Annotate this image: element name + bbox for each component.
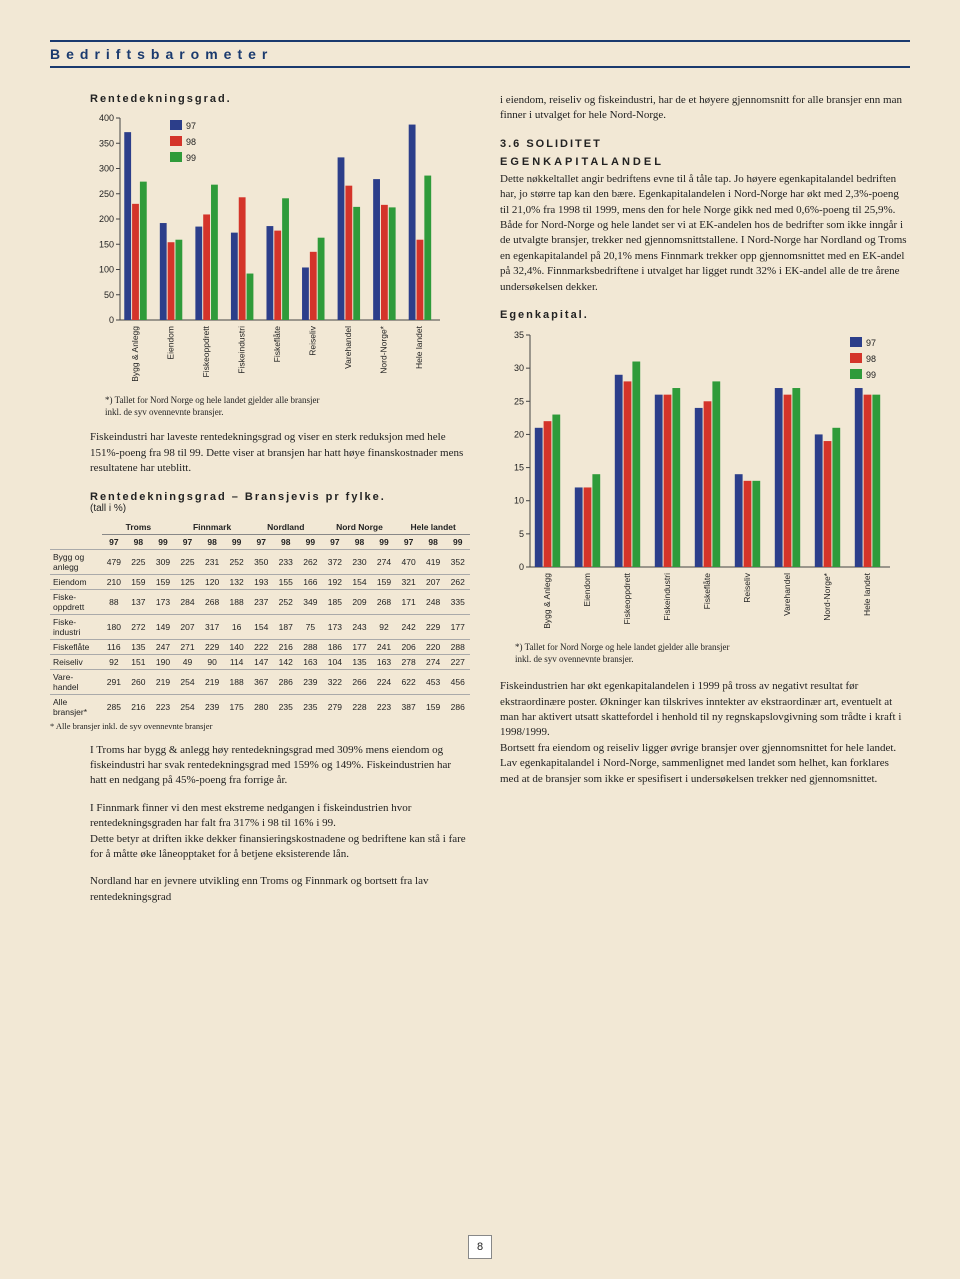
svg-text:99: 99 xyxy=(186,153,196,163)
section-3-6-title: 3.6 SOLIDITET xyxy=(500,138,910,150)
svg-text:Fiskeindustri: Fiskeindustri xyxy=(236,326,246,374)
para-finnmark: I Finnmark finner vi den mest ekstreme n… xyxy=(90,801,470,863)
svg-text:99: 99 xyxy=(866,370,876,380)
egenkapital-subtitle: EGENKAPITALANDEL xyxy=(500,156,910,168)
svg-text:35: 35 xyxy=(514,330,524,340)
svg-text:350: 350 xyxy=(99,138,114,148)
svg-text:Reiseliv: Reiseliv xyxy=(742,572,752,603)
para-right-intro: i eiendom, reiseliv og fiskeindustri, ha… xyxy=(500,93,910,124)
svg-text:300: 300 xyxy=(99,164,114,174)
svg-text:30: 30 xyxy=(514,363,524,373)
svg-text:Fiskeflåte: Fiskeflåte xyxy=(272,326,282,363)
svg-text:Nord-Norge*: Nord-Norge* xyxy=(379,325,389,373)
svg-text:250: 250 xyxy=(99,189,114,199)
egenkapital-body: Dette nøkkeltallet angir bedriftens evne… xyxy=(500,172,910,295)
chart2-note1: *) Tallet for Nord Norge og hele landet … xyxy=(515,642,729,652)
svg-text:98: 98 xyxy=(186,137,196,147)
page-number: 8 xyxy=(468,1235,492,1259)
table-title: Rentedekningsgrad – Bransjevis pr fylke. xyxy=(90,491,470,503)
page-header: Bedriftsbarometer xyxy=(50,40,910,68)
svg-text:5: 5 xyxy=(519,529,524,539)
chart1-note: *) Tallet for Nord Norge og hele landet … xyxy=(105,395,470,418)
svg-text:400: 400 xyxy=(99,113,114,123)
svg-text:50: 50 xyxy=(104,290,114,300)
svg-text:20: 20 xyxy=(514,429,524,439)
para-fiskeindustrien-ek: Fiskeindustrien har økt egenkapitalandel… xyxy=(500,679,910,787)
chart1-note1: *) Tallet for Nord Norge og hele landet … xyxy=(105,395,319,405)
svg-text:Fiskeindustri: Fiskeindustri xyxy=(662,573,672,621)
chart1-title: Rentedekningsgrad. xyxy=(90,93,470,105)
svg-text:98: 98 xyxy=(866,354,876,364)
chart1: 0 50 100 150 200 250 300 350 400 Bygg & Anlegg Eie… xyxy=(90,110,470,390)
svg-text:25: 25 xyxy=(514,396,524,406)
para-fiskeindustri: Fiskeindustri har laveste rentedekningsg… xyxy=(90,430,470,476)
svg-text:97: 97 xyxy=(866,338,876,348)
chart2: 0 5 10 15 20 25 30 35 Bygg & Anlegg Eiendom Fiskeo… xyxy=(500,327,910,637)
rentedeknings-table: TromsFinnmarkNordlandNord NorgeHele land… xyxy=(50,520,470,719)
table-subtitle: (tall i %) xyxy=(90,503,470,514)
para-nordland: Nordland har en jevnere utvikling enn Tr… xyxy=(90,874,470,905)
table-footnote: * Alle bransjer inkl. de syv ovennevnte … xyxy=(50,721,470,731)
svg-text:Varehandel: Varehandel xyxy=(782,573,792,616)
svg-text:15: 15 xyxy=(514,462,524,472)
right-column: i eiendom, reiseliv og fiskeindustri, ha… xyxy=(500,93,910,917)
svg-text:100: 100 xyxy=(99,265,114,275)
svg-text:Bygg & Anlegg: Bygg & Anlegg xyxy=(542,573,552,629)
svg-text:Hele landet: Hele landet xyxy=(862,572,872,616)
svg-text:Fiskeoppdrett: Fiskeoppdrett xyxy=(201,325,211,377)
svg-text:97: 97 xyxy=(186,121,196,131)
svg-text:Reiseliv: Reiseliv xyxy=(308,325,318,356)
svg-text:200: 200 xyxy=(99,214,114,224)
svg-text:0: 0 xyxy=(109,315,114,325)
svg-text:10: 10 xyxy=(514,496,524,506)
svg-text:Fiskeflåte: Fiskeflåte xyxy=(702,573,712,610)
svg-text:Nord-Norge*: Nord-Norge* xyxy=(822,572,832,620)
svg-text:Hele landet: Hele landet xyxy=(414,325,424,369)
svg-text:Bygg & Anlegg: Bygg & Anlegg xyxy=(130,326,140,382)
left-column: Rentedekningsgrad. 0 50 100 150 200 250 300 350… xyxy=(50,93,470,917)
svg-text:Varehandel: Varehandel xyxy=(343,326,353,369)
chart2-note2: inkl. de syv ovennevnte bransjer. xyxy=(515,654,633,664)
chart2-title: Egenkapital. xyxy=(500,309,910,321)
para-troms: I Troms har bygg & anlegg høy rentedekni… xyxy=(90,743,470,789)
chart2-note: *) Tallet for Nord Norge og hele landet … xyxy=(515,642,910,665)
page-title: Bedriftsbarometer xyxy=(50,46,273,62)
svg-text:150: 150 xyxy=(99,239,114,249)
svg-text:Fiskeoppdrett: Fiskeoppdrett xyxy=(622,572,632,624)
svg-text:Eiendom: Eiendom xyxy=(582,573,592,607)
chart1-note2: inkl. de syv ovennevnte bransjer. xyxy=(105,407,223,417)
svg-text:Eiendom: Eiendom xyxy=(165,326,175,360)
svg-text:0: 0 xyxy=(519,562,524,572)
